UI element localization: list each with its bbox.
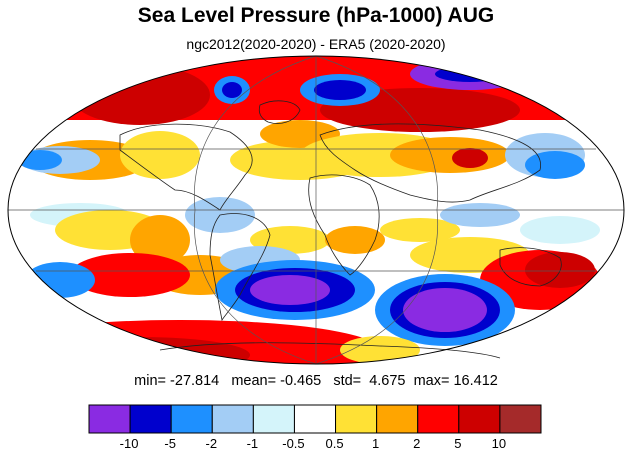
west-pacific-near-zero bbox=[520, 216, 600, 244]
colorbar-tick-label: -5 bbox=[164, 436, 176, 451]
std-value: 4.675 bbox=[369, 373, 406, 389]
antarctica-outline bbox=[159, 342, 501, 359]
maritime-continent-light-low bbox=[440, 203, 520, 227]
max-label: max= bbox=[413, 373, 450, 389]
indian-ocean-weak-high bbox=[380, 218, 460, 242]
colorbar-tick-label: 1 bbox=[372, 436, 380, 451]
south-pacific-west-low bbox=[25, 262, 95, 298]
colorbar-tick-label: 2 bbox=[413, 436, 421, 451]
max-value: 16.412 bbox=[453, 373, 498, 389]
colorbar-box bbox=[293, 404, 337, 434]
polar-strong-low bbox=[410, 58, 530, 90]
map-border bbox=[7, 55, 625, 365]
colorbar-tick-label: 5 bbox=[454, 436, 462, 451]
colorbar-tick-label: 0.5 bbox=[325, 436, 344, 451]
mean-value: -0.465 bbox=[280, 373, 322, 389]
colorbar-box bbox=[211, 404, 254, 434]
colorbar-box bbox=[335, 404, 378, 434]
graticule bbox=[8, 55, 624, 365]
min-value: -27.814 bbox=[170, 373, 220, 389]
south-america-outline bbox=[209, 213, 271, 322]
graticule-meridian-east bbox=[315, 55, 438, 365]
colorbar-box bbox=[252, 404, 295, 434]
colorbar-tick-label: -0.5 bbox=[282, 436, 305, 451]
south-atlantic-low-core bbox=[250, 275, 330, 305]
std-label: std= bbox=[333, 373, 362, 389]
antarctic-weak-high bbox=[340, 336, 420, 364]
colorbar-box bbox=[499, 404, 542, 434]
africa-south-high bbox=[325, 226, 385, 254]
colorbar-box bbox=[170, 404, 213, 434]
antarctic-strong-low bbox=[40, 338, 140, 362]
arctic-low-core bbox=[314, 80, 366, 100]
northwest-pacific-low bbox=[525, 151, 585, 179]
australia-outline bbox=[499, 247, 562, 287]
mollweide-map bbox=[7, 55, 625, 365]
colorbar-tick-label: -1 bbox=[246, 436, 259, 451]
north-america-weak-high bbox=[120, 131, 200, 179]
plot-title: Sea Level Pressure (hPa-1000) AUG bbox=[137, 4, 495, 27]
colorbar-box bbox=[129, 404, 172, 434]
colorbar-box bbox=[458, 404, 501, 434]
south-america-west-high bbox=[130, 215, 190, 265]
min-label: min= bbox=[134, 373, 167, 389]
plot-subtitle: ngc2012(2020-2020) - ERA5 (2020-2020) bbox=[186, 36, 446, 52]
alaska-low-core bbox=[222, 82, 242, 98]
south-pacific-high bbox=[70, 253, 190, 297]
colorbar-box bbox=[376, 404, 419, 434]
greenland-outline bbox=[258, 100, 301, 124]
south-pacific-ocean-high bbox=[505, 322, 585, 358]
mean-label: mean= bbox=[231, 373, 277, 389]
colorbar-tick-label: -10 bbox=[119, 436, 139, 451]
statistics-line: min= -27.814 mean= -0.465 std= 4.675 max… bbox=[0, 373, 632, 389]
colorbar-tick-label: -2 bbox=[205, 436, 218, 451]
asia-high bbox=[390, 137, 510, 173]
colorbar bbox=[88, 404, 542, 434]
north-pacific-high bbox=[70, 65, 210, 125]
graticule-meridian-west bbox=[194, 55, 317, 365]
colorbar-box bbox=[417, 404, 460, 434]
colorbar-tick-label: 10 bbox=[491, 436, 507, 451]
africa-outline bbox=[308, 174, 380, 276]
continent-outlines bbox=[119, 100, 562, 359]
tibet-strong-high bbox=[452, 148, 488, 168]
south-indian-low-core bbox=[403, 288, 487, 332]
colorbar-box bbox=[88, 404, 131, 434]
north-pacific-low-core bbox=[18, 150, 62, 170]
eurasia-outline bbox=[319, 123, 542, 203]
polar-low-inner bbox=[435, 66, 505, 82]
north-america-outline bbox=[119, 123, 253, 211]
